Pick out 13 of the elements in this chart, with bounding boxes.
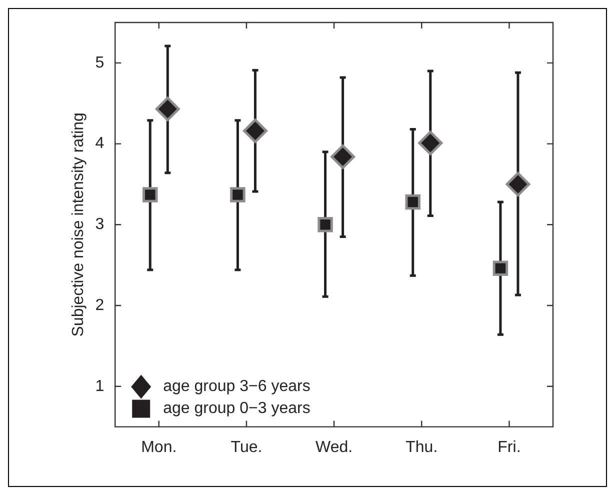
x-tick-label: Fri. <box>498 438 521 456</box>
legend-label: age group 3−6 years <box>163 378 310 396</box>
x-tick-label: Tue. <box>230 438 262 456</box>
y-tick-label: 3 <box>95 216 104 234</box>
x-tick-label: Wed. <box>316 438 353 456</box>
y-tick-label: 1 <box>95 378 104 395</box>
x-tick-label: Mon. <box>141 438 177 456</box>
y-tick-label: 4 <box>95 135 104 152</box>
y-tick-label: 5 <box>95 54 104 72</box>
y-axis-title: Subjective noise intensity rating <box>70 112 88 337</box>
x-tick-label: Thu. <box>406 438 438 456</box>
y-tick-label: 2 <box>95 296 104 314</box>
legend-label: age group 0−3 years <box>163 400 310 418</box>
